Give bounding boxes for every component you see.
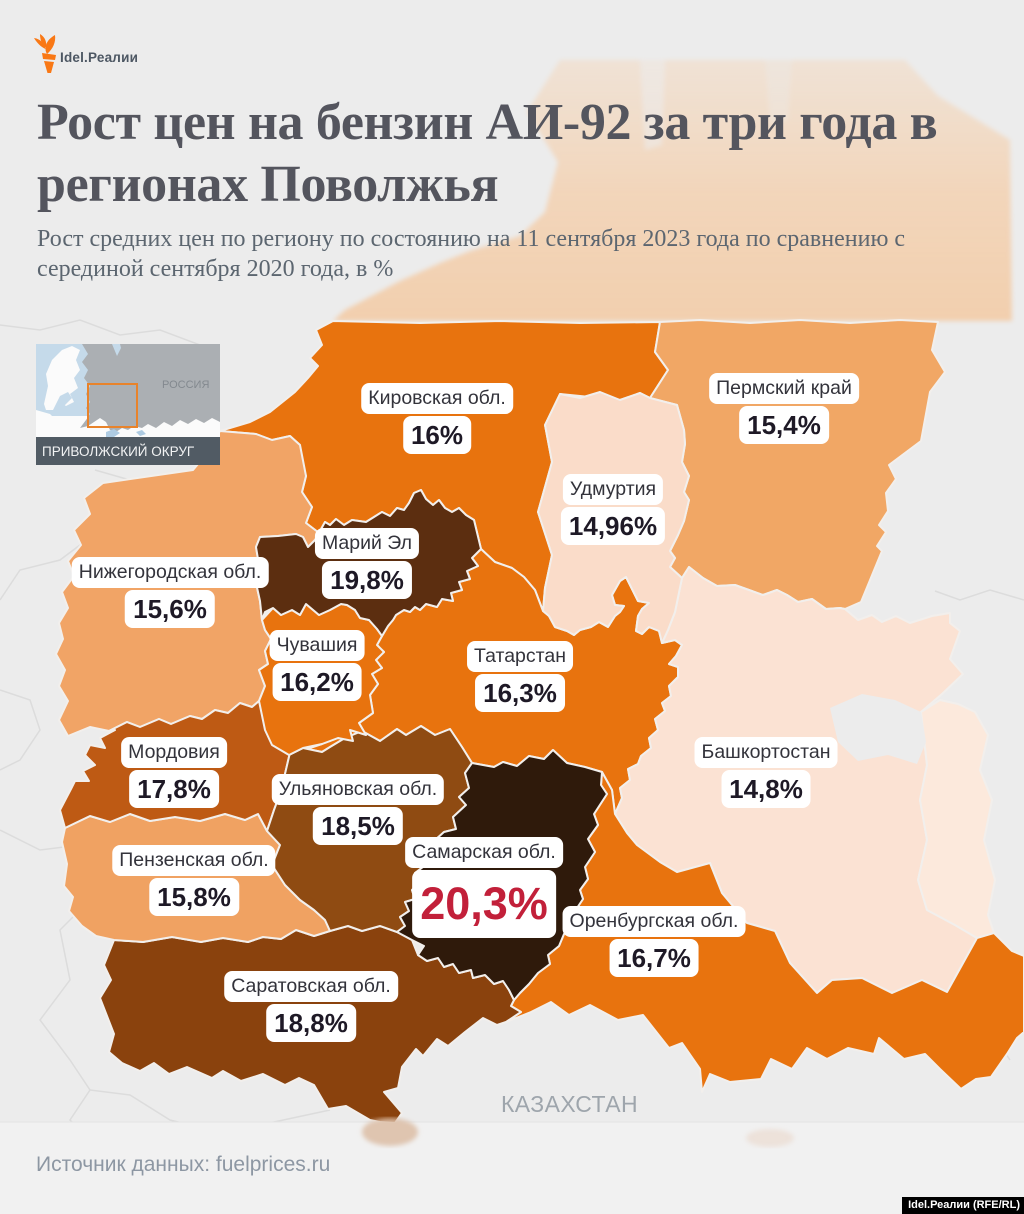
svg-text:РОССИЯ: РОССИЯ [162,379,209,391]
svg-text:ПРИВОЛЖСКИЙ ОКРУГ: ПРИВОЛЖСКИЙ ОКРУГ [42,444,195,459]
